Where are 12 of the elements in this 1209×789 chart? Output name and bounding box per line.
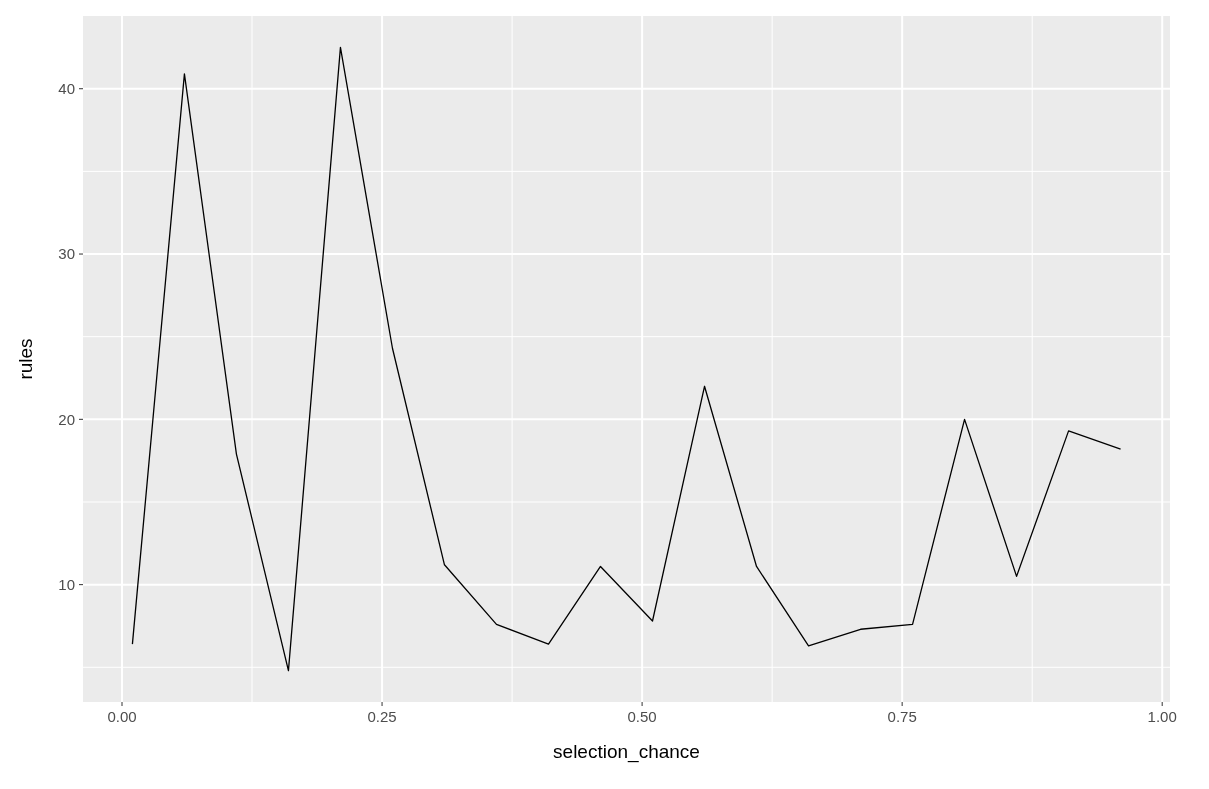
line-series [131, 46, 1122, 672]
x-tick-label: 0.00 [107, 708, 137, 725]
x-tick-label: 1.00 [1147, 708, 1177, 725]
x-axis-title: selection_chance [553, 741, 700, 763]
x-tick-label: 0.25 [367, 708, 397, 725]
y-axis-title: rules [15, 338, 36, 380]
y-tick-label: 40 [58, 79, 75, 97]
y-tick-label: 20 [58, 410, 75, 428]
x-tick-label: 0.75 [887, 708, 917, 725]
y-tick-label: 30 [58, 245, 75, 263]
y-tick-label: 10 [58, 575, 75, 593]
x-tick-label: 0.50 [627, 708, 657, 725]
